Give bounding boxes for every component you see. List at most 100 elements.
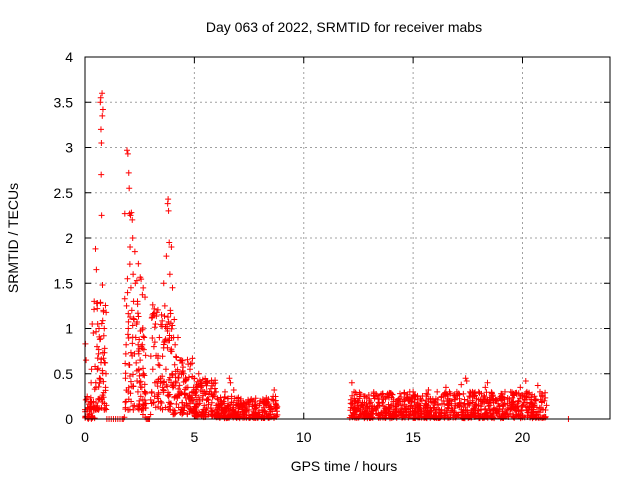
data-point	[540, 414, 547, 421]
data-point	[208, 399, 215, 406]
data-point	[243, 399, 250, 406]
data-point	[469, 411, 476, 418]
data-point	[397, 408, 404, 415]
data-point	[222, 388, 228, 395]
data-point	[372, 406, 379, 413]
data-point	[140, 333, 147, 340]
data-point	[230, 387, 237, 394]
data-point	[139, 341, 146, 348]
data-point	[100, 332, 107, 339]
data-point	[441, 412, 448, 419]
data-point	[521, 393, 528, 400]
data-point	[100, 378, 107, 385]
data-point	[129, 216, 136, 223]
data-point	[242, 407, 249, 414]
data-point	[191, 375, 198, 382]
data-point	[265, 396, 272, 403]
data-point	[206, 388, 213, 395]
data-point	[184, 356, 191, 363]
data-point	[432, 408, 439, 415]
data-point	[159, 384, 166, 391]
data-point	[515, 398, 522, 405]
data-point	[171, 409, 178, 416]
data-point	[125, 310, 132, 317]
data-point	[418, 414, 425, 421]
data-point	[409, 410, 416, 417]
data-point	[131, 316, 137, 323]
data-point	[383, 393, 390, 400]
data-point	[133, 320, 140, 327]
data-point	[444, 411, 451, 418]
data-point	[153, 352, 160, 359]
data-point	[499, 402, 506, 409]
data-point	[531, 400, 538, 407]
data-point	[440, 397, 447, 404]
data-point	[125, 318, 132, 325]
data-point	[459, 409, 466, 416]
data-point	[205, 391, 212, 398]
data-point	[98, 356, 105, 363]
data-point	[399, 412, 406, 419]
data-point	[347, 396, 354, 403]
data-point	[364, 408, 371, 415]
data-point	[523, 394, 530, 401]
data-point	[209, 411, 216, 418]
data-point	[95, 350, 102, 357]
y-tick-label: 3	[65, 140, 73, 156]
data-point	[501, 411, 508, 418]
data-point	[138, 384, 145, 391]
data-point	[367, 399, 374, 406]
data-point	[273, 413, 280, 420]
data-point	[460, 406, 467, 413]
data-point	[270, 393, 277, 400]
data-point	[126, 406, 133, 413]
data-point	[99, 399, 106, 406]
data-point	[480, 396, 487, 403]
data-point	[99, 112, 106, 119]
data-point	[410, 388, 417, 395]
data-point	[93, 399, 100, 406]
data-point	[131, 350, 138, 357]
data-point	[394, 399, 401, 406]
data-point	[150, 310, 157, 317]
data-point	[200, 390, 207, 397]
data-point	[140, 284, 147, 291]
data-point	[374, 392, 381, 399]
data-point	[99, 90, 106, 97]
data-point	[96, 375, 103, 382]
data-point	[90, 330, 97, 337]
y-tick-label: 4	[65, 49, 73, 65]
data-point	[185, 403, 192, 410]
data-point	[403, 408, 410, 415]
data-point	[201, 402, 208, 409]
data-point	[99, 370, 106, 377]
data-point	[149, 301, 156, 308]
x-tick-label: 5	[190, 429, 198, 445]
data-point	[173, 354, 180, 361]
data-point	[235, 408, 242, 415]
data-point	[212, 406, 219, 413]
data-point	[92, 245, 99, 252]
data-point	[127, 244, 134, 251]
data-point	[511, 391, 518, 398]
data-point	[500, 415, 507, 422]
data-point	[471, 393, 478, 400]
data-point	[129, 371, 136, 378]
data-point	[138, 406, 145, 413]
data-point	[445, 402, 452, 409]
data-point	[158, 399, 165, 406]
data-point	[534, 382, 541, 389]
data-point	[176, 382, 183, 389]
data-point	[194, 378, 201, 385]
data-point	[177, 388, 184, 395]
data-point	[154, 393, 161, 400]
x-tick-labels: 0 5 10 15 20	[81, 429, 530, 445]
data-point	[436, 414, 443, 421]
data-point	[100, 307, 107, 314]
data-point	[231, 410, 238, 417]
data-point	[92, 363, 99, 370]
data-point	[161, 313, 168, 320]
data-point	[167, 307, 174, 314]
data-point	[100, 389, 107, 396]
data-point	[252, 395, 259, 402]
